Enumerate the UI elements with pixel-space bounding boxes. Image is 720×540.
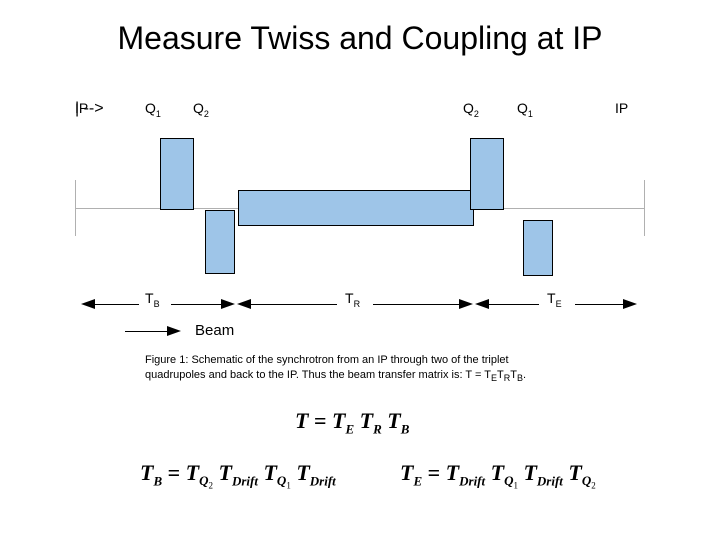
label-q1-left-sub: 1 bbox=[156, 109, 161, 119]
eq-tb-s4: Drift bbox=[310, 473, 336, 488]
arrow-tb-right-head bbox=[221, 299, 235, 309]
label-q2-left-sub: 2 bbox=[204, 109, 209, 119]
arrow-te-left-head bbox=[475, 299, 489, 309]
eq-te-s3: Drift bbox=[537, 473, 563, 488]
eq-main-eq: = bbox=[314, 408, 327, 433]
box-q1-right bbox=[523, 220, 553, 276]
eq-te-lhs: T bbox=[400, 460, 413, 485]
label-q2-left-text: Q bbox=[193, 100, 204, 116]
eq-main-s3: B bbox=[401, 421, 410, 436]
label-tr: TR bbox=[345, 290, 360, 309]
box-center bbox=[238, 190, 474, 226]
eq-te-eq: = bbox=[428, 460, 441, 485]
box-q2-left bbox=[205, 210, 235, 274]
eq-tb-t1: T bbox=[186, 460, 199, 485]
eq-te-t3: T bbox=[523, 460, 536, 485]
eq-tb-eq: = bbox=[168, 460, 181, 485]
caption-line1: Figure 1: Schematic of the synchrotron f… bbox=[145, 354, 509, 366]
eq-tb-lhs: T bbox=[140, 460, 153, 485]
eq-te-lhs-sub: E bbox=[413, 473, 422, 488]
eq-main-t3: T bbox=[387, 408, 400, 433]
arrow-tr-left-line bbox=[251, 304, 337, 305]
label-q1-right-text: Q bbox=[517, 100, 528, 116]
caption-line2d: . bbox=[523, 369, 526, 381]
eq-main-t1: T bbox=[332, 408, 345, 433]
eq-te-t2: T bbox=[491, 460, 504, 485]
eq-tb-s3: Q bbox=[277, 473, 286, 488]
eq-te-s4: Q bbox=[582, 473, 591, 488]
tick-left bbox=[75, 180, 76, 236]
arrow-tb-left-head bbox=[81, 299, 95, 309]
caption-line2c: T bbox=[510, 369, 517, 381]
eq-tb-lhs-sub: B bbox=[153, 473, 162, 488]
label-tr-sub: R bbox=[354, 299, 361, 309]
arrow-tb-right-line bbox=[171, 304, 221, 305]
eq-main-t2: T bbox=[360, 408, 373, 433]
arrow-tr-right-line bbox=[373, 304, 459, 305]
eq-te-s1: Drift bbox=[459, 473, 485, 488]
arrow-te-right-line bbox=[575, 304, 623, 305]
label-tb-sub: B bbox=[154, 299, 160, 309]
arrow-tr-right-head bbox=[459, 299, 473, 309]
eq-tb-ss3: 1 bbox=[286, 481, 291, 491]
arrow-tr-left-head bbox=[237, 299, 251, 309]
label-ip-right: IP bbox=[615, 100, 628, 116]
eq-tb-s2: Drift bbox=[232, 473, 258, 488]
arrow-tb-left-line bbox=[95, 304, 139, 305]
eq-tb-t4: T bbox=[296, 460, 309, 485]
beam-arrow-head bbox=[167, 326, 181, 336]
caption-line2a: quadrupoles and back to the IP. Thus the… bbox=[145, 369, 491, 381]
eq-main-s1: E bbox=[345, 421, 354, 436]
caption-line2b: T bbox=[497, 369, 504, 381]
tick-right bbox=[644, 180, 645, 236]
label-te-sub: E bbox=[556, 299, 562, 309]
label-tb: TB bbox=[145, 290, 160, 309]
label-te: TE bbox=[547, 290, 562, 309]
eq-te-ss2: 1 bbox=[513, 481, 518, 491]
label-q2-left: Q2 bbox=[193, 100, 209, 119]
eq-tb-t3: T bbox=[263, 460, 276, 485]
box-q1-left bbox=[160, 138, 194, 210]
label-beam: Beam bbox=[195, 322, 234, 339]
label-te-text: T bbox=[547, 290, 556, 306]
beam-arrow-line bbox=[125, 331, 167, 332]
equation-tb: TB = TQ2 TDrift TQ1 TDrift bbox=[140, 460, 336, 491]
eq-te-t4: T bbox=[568, 460, 581, 485]
label-q2-right-text: Q bbox=[463, 100, 474, 116]
eq-main-s2: R bbox=[373, 421, 382, 436]
label-q1-left-text: Q bbox=[145, 100, 156, 116]
label-q1-right: Q1 bbox=[517, 100, 533, 119]
schematic-diagram: IP Q1 Q2 Q2 Q1 IP TB TR TE | --> bbox=[75, 100, 645, 330]
equation-main: T = TE TR TB bbox=[295, 408, 409, 437]
eq-main-lhs: T bbox=[295, 408, 308, 433]
label-q1-right-sub: 1 bbox=[528, 109, 533, 119]
figure-caption: Figure 1: Schematic of the synchrotron f… bbox=[145, 353, 575, 385]
box-q2-right bbox=[470, 138, 504, 210]
label-q2-right-sub: 2 bbox=[474, 109, 479, 119]
equation-te: TE = TDrift TQ1 TDrift TQ2 bbox=[400, 460, 596, 491]
page-title: Measure Twiss and Coupling at IP bbox=[0, 20, 720, 57]
label-ip-left: IP bbox=[75, 100, 88, 116]
eq-te-t1: T bbox=[446, 460, 459, 485]
label-q2-right: Q2 bbox=[463, 100, 479, 119]
label-tr-text: T bbox=[345, 290, 354, 306]
eq-te-ss4: 2 bbox=[591, 481, 596, 491]
label-q1-left: Q1 bbox=[145, 100, 161, 119]
eq-tb-t2: T bbox=[219, 460, 232, 485]
eq-tb-ss1: 2 bbox=[209, 481, 214, 491]
eq-tb-s1: Q bbox=[199, 473, 208, 488]
arrow-te-left-line bbox=[489, 304, 539, 305]
arrow-te-right-head bbox=[623, 299, 637, 309]
label-tb-text: T bbox=[145, 290, 154, 306]
